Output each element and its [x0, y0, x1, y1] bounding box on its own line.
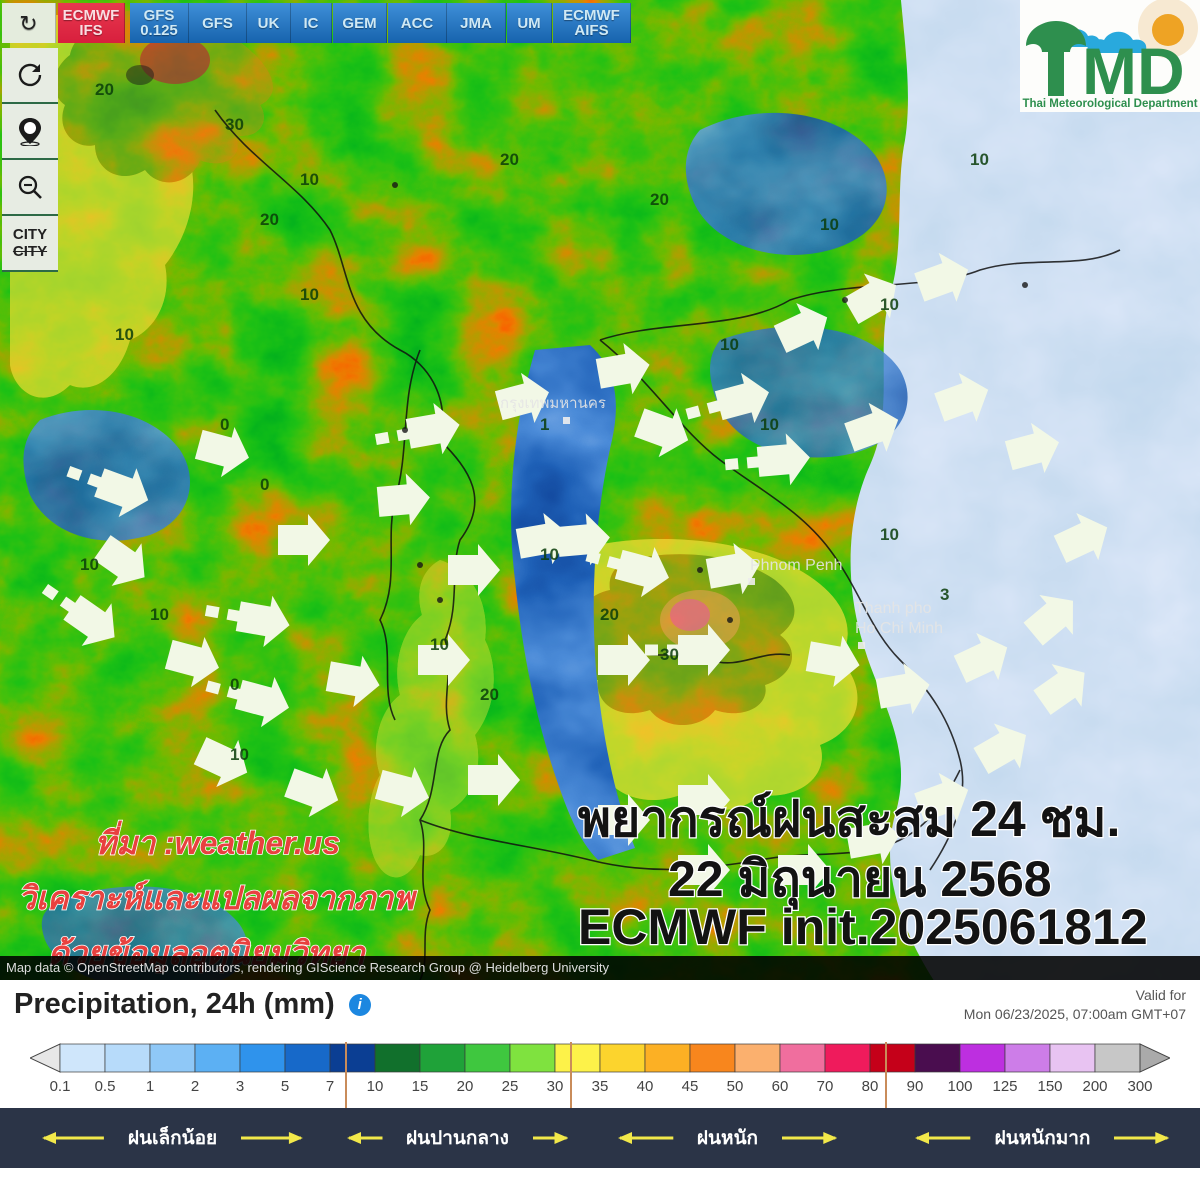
svg-text:MD: MD — [1082, 34, 1185, 108]
svg-text:10: 10 — [820, 215, 839, 234]
svg-text:Phnom Penh: Phnom Penh — [750, 557, 843, 574]
svg-text:10: 10 — [150, 605, 169, 624]
svg-text:10: 10 — [230, 745, 249, 764]
svg-text:10: 10 — [880, 295, 899, 314]
svg-text:10: 10 — [300, 285, 319, 304]
svg-text:10: 10 — [880, 525, 899, 544]
svg-text:Thanh pho: Thanh pho — [855, 600, 932, 617]
svg-text:10: 10 — [430, 635, 449, 654]
svg-text:20: 20 — [600, 605, 619, 624]
svg-text:0: 0 — [260, 475, 269, 494]
svg-text:20: 20 — [500, 150, 519, 169]
svg-text:20: 20 — [650, 190, 669, 209]
svg-text:1: 1 — [540, 415, 549, 434]
svg-text:กรุงเทพมหานคร: กรุงเทพมหานคร — [500, 395, 606, 413]
svg-text:10: 10 — [970, 150, 989, 169]
svg-text:10: 10 — [760, 415, 779, 434]
svg-text:20: 20 — [260, 210, 279, 229]
svg-text:10: 10 — [115, 325, 134, 344]
svg-text:30: 30 — [660, 645, 679, 664]
svg-text:20: 20 — [95, 80, 114, 99]
svg-text:Thai Meteorological Department: Thai Meteorological Department — [1022, 98, 1197, 110]
svg-text:10: 10 — [300, 170, 319, 189]
svg-text:0: 0 — [220, 415, 229, 434]
svg-text:10: 10 — [540, 545, 559, 564]
svg-text:3: 3 — [940, 585, 949, 604]
svg-text:10: 10 — [720, 335, 739, 354]
svg-text:30: 30 — [225, 115, 244, 134]
svg-text:0: 0 — [230, 675, 239, 694]
svg-text:Ho Chi Minh: Ho Chi Minh — [855, 620, 943, 637]
svg-text:20: 20 — [480, 685, 499, 704]
svg-text:10: 10 — [80, 555, 99, 574]
